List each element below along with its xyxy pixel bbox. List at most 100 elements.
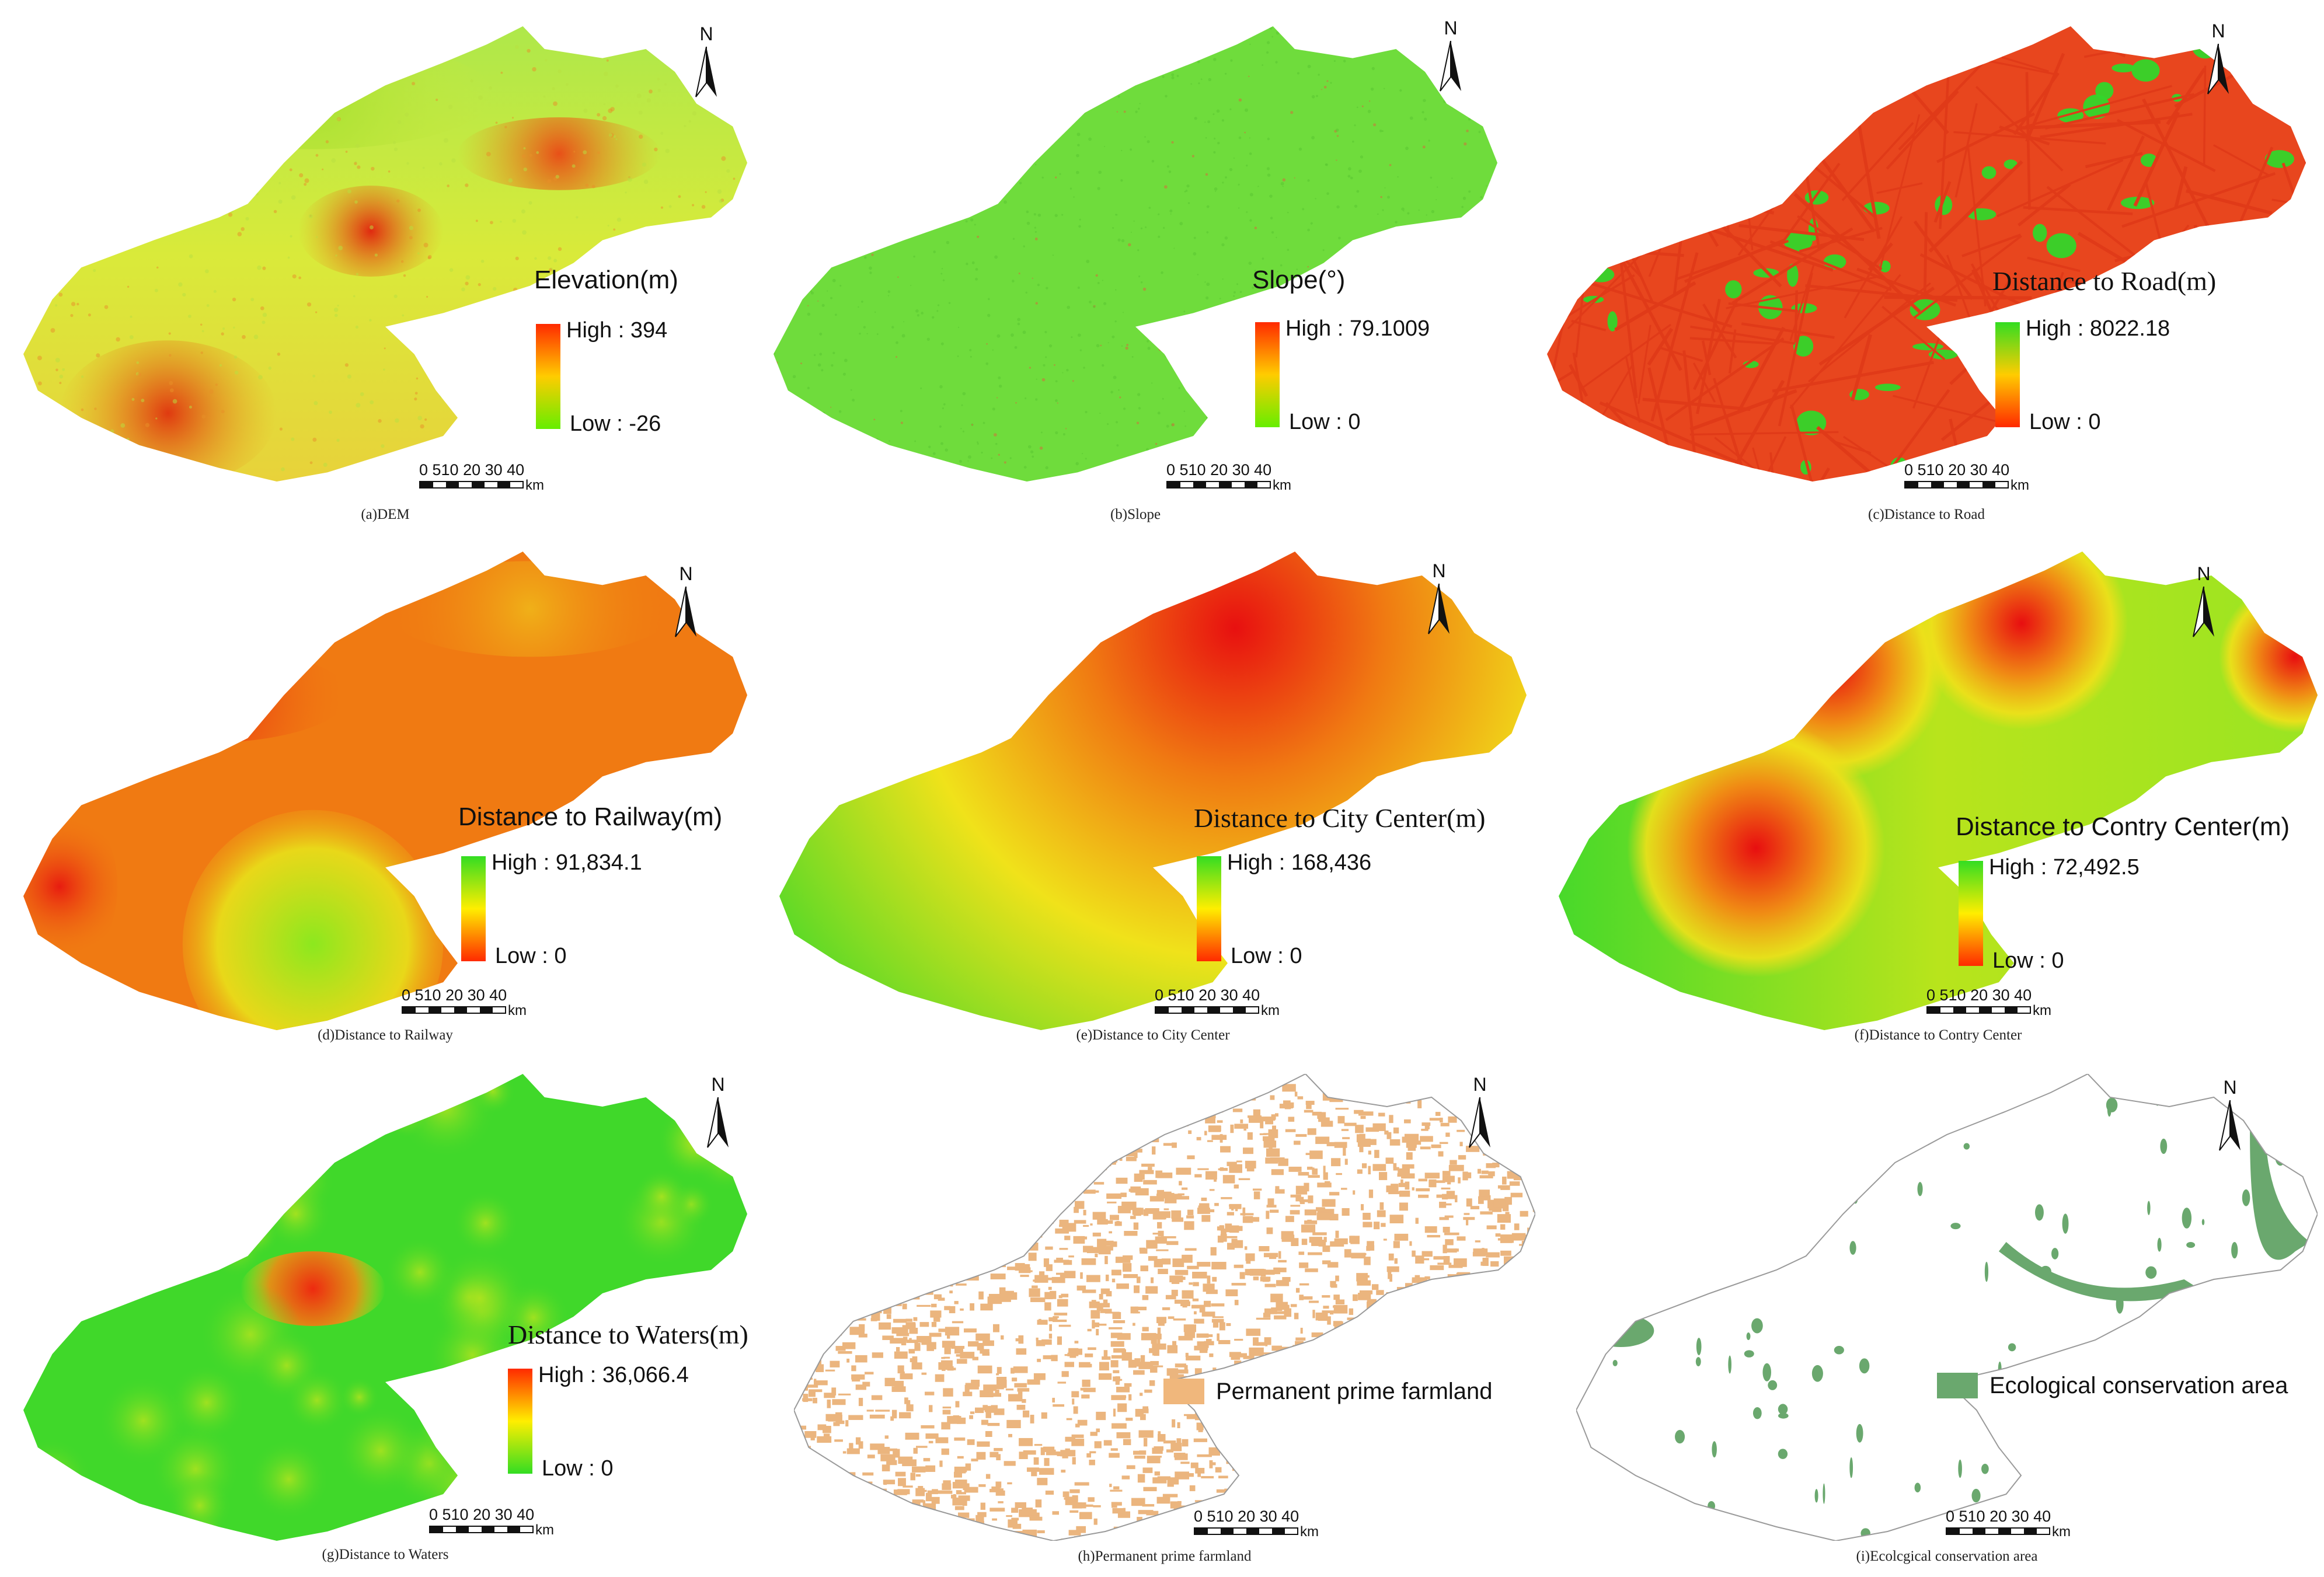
scale-bar-graphic [1904,481,2009,489]
legend-low-label: Low : 0 [1231,944,1302,968]
legend-color-ramp [508,1369,532,1474]
legend-title: Distance to City Center(m) [1194,803,1486,833]
scale-ticks: 0 510 20 30 40 [1946,1508,2051,1525]
north-arrow-icon: N [2201,20,2236,96]
scale-bar: 0 510 20 30 40 km [429,1506,581,1541]
legend-color-ramp [536,324,560,429]
map-b [773,26,1497,482]
scale-bar-graphic [402,1006,506,1014]
scale-ticks: 0 510 20 30 40 [419,461,525,479]
legend-high-label: High : 36,066.4 [538,1363,689,1387]
map-h [794,1074,1535,1541]
legend-low-label: Low : 0 [542,1456,614,1481]
north-arrow-icon: N [668,563,703,639]
scale-ticks: 0 510 20 30 40 [1166,461,1272,479]
map-e [779,552,1527,1030]
scale-ticks: 0 510 20 30 40 [402,986,507,1004]
panel-caption: (f)Distance to Contry Center [1854,1027,2022,1043]
scale-bar-graphic [429,1526,534,1533]
legend-color-ramp [1959,861,1983,966]
north-arrow-icon: N [701,1074,736,1150]
scale-unit: km [525,477,544,493]
scale-unit: km [2052,1524,2071,1540]
panel-caption: (g)Distance to Waters [322,1547,449,1562]
scale-ticks: 0 510 20 30 40 [1926,986,2032,1004]
legend-high-label: High : 91,834.1 [492,850,642,875]
legend-category-label: Ecological conservation area [1989,1373,2288,1398]
north-label: N [711,1074,725,1095]
legend-title: Elevation(m) [534,266,678,294]
north-label: N [1444,18,1458,39]
legend-title: Distance to Railway(m) [458,803,723,831]
scale-bar-graphic [1166,481,1271,489]
legend-category-label: Permanent prime farmland [1216,1379,1493,1404]
legend-high-label: High : 79.1009 [1285,316,1430,341]
scale-unit: km [2033,1003,2051,1018]
map-g [23,1074,747,1541]
panel-caption: (i)Ecolcgical conservation area [1856,1548,2038,1564]
scale-unit: km [1300,1524,1319,1540]
legend-high-label: High : 394 [566,318,668,343]
scale-unit: km [535,1522,554,1538]
north-label: N [2223,1077,2237,1098]
legend-title: Slope(°) [1252,266,1346,294]
scale-bar: 0 510 20 30 40 km [1946,1508,2097,1543]
panel-caption: (d)Distance to Railway [318,1027,453,1043]
north-arrow-icon: N [689,23,724,99]
scale-unit: km [1261,1003,1280,1018]
scale-bar: 0 510 20 30 40 km [1155,986,1306,1021]
scale-bar: 0 510 20 30 40 km [1904,461,2056,496]
scale-bar-graphic [419,481,524,489]
north-arrow-icon: N [1433,18,1468,93]
panel-caption: (h)Permanent prime farmland [1078,1548,1252,1564]
map-c [1547,26,2306,482]
scale-bar-graphic [1926,1006,2031,1014]
legend-color-ramp [1197,856,1221,961]
scale-bar: 0 510 20 30 40 km [402,986,553,1021]
legend-low-label: Low : 0 [495,944,567,968]
legend-color-ramp [1255,322,1280,427]
map-f [1559,552,2318,1030]
legend-high-label: High : 72,492.5 [1989,855,2140,880]
scale-bar-graphic [1155,1006,1259,1014]
north-label: N [1473,1074,1487,1095]
panel-caption: (b)Slope [1110,507,1161,522]
legend-high-label: High : 168,436 [1227,850,1372,875]
panel-caption: (c)Distance to Road [1868,507,1985,522]
map-raster-i [1576,1074,2318,1541]
north-arrow-icon: N [1421,560,1457,636]
scale-bar: 0 510 20 30 40 km [1166,461,1318,496]
legend-title: Distance to Waters(m) [508,1320,748,1349]
legend-color-ramp [461,856,486,961]
legend-swatch [1937,1373,1978,1398]
map-i [1576,1074,2318,1541]
north-label: N [2197,563,2211,584]
map-d [23,552,747,1030]
legend-low-label: Low : 0 [1992,948,2064,973]
scale-bar: 0 510 20 30 40 km [1194,1508,1346,1543]
legend-color-ramp [1995,322,2020,427]
legend-high-label: High : 8022.18 [2026,316,2170,341]
map-raster-g [23,1074,747,1541]
legend-title: Distance to Contry Center(m) [1956,812,2290,841]
scale-ticks: 0 510 20 30 40 [1194,1508,1299,1525]
scale-ticks: 0 510 20 30 40 [429,1506,535,1523]
scale-unit: km [1273,477,1291,493]
north-label: N [2211,20,2225,41]
north-arrow-icon: N [1462,1074,1497,1150]
legend-low-label: Low : -26 [570,411,661,436]
map-raster-h [794,1074,1535,1541]
panel-caption: (e)Distance to City Center [1076,1027,1230,1043]
panel-caption: (a)DEM [361,507,410,522]
legend-swatch [1163,1379,1204,1404]
scale-ticks: 0 510 20 30 40 [1155,986,1260,1004]
scale-ticks: 0 510 20 30 40 [1904,461,2010,479]
legend-title: Distance to Road(m) [1992,266,2217,296]
scale-bar-graphic [1946,1527,2050,1535]
scale-unit: km [508,1003,527,1018]
north-arrow-icon: N [2212,1077,2248,1153]
north-label: N [679,563,693,584]
map-raster-d [23,552,747,1030]
scale-bar: 0 510 20 30 40 km [419,461,571,496]
map-raster-b [773,26,1497,482]
